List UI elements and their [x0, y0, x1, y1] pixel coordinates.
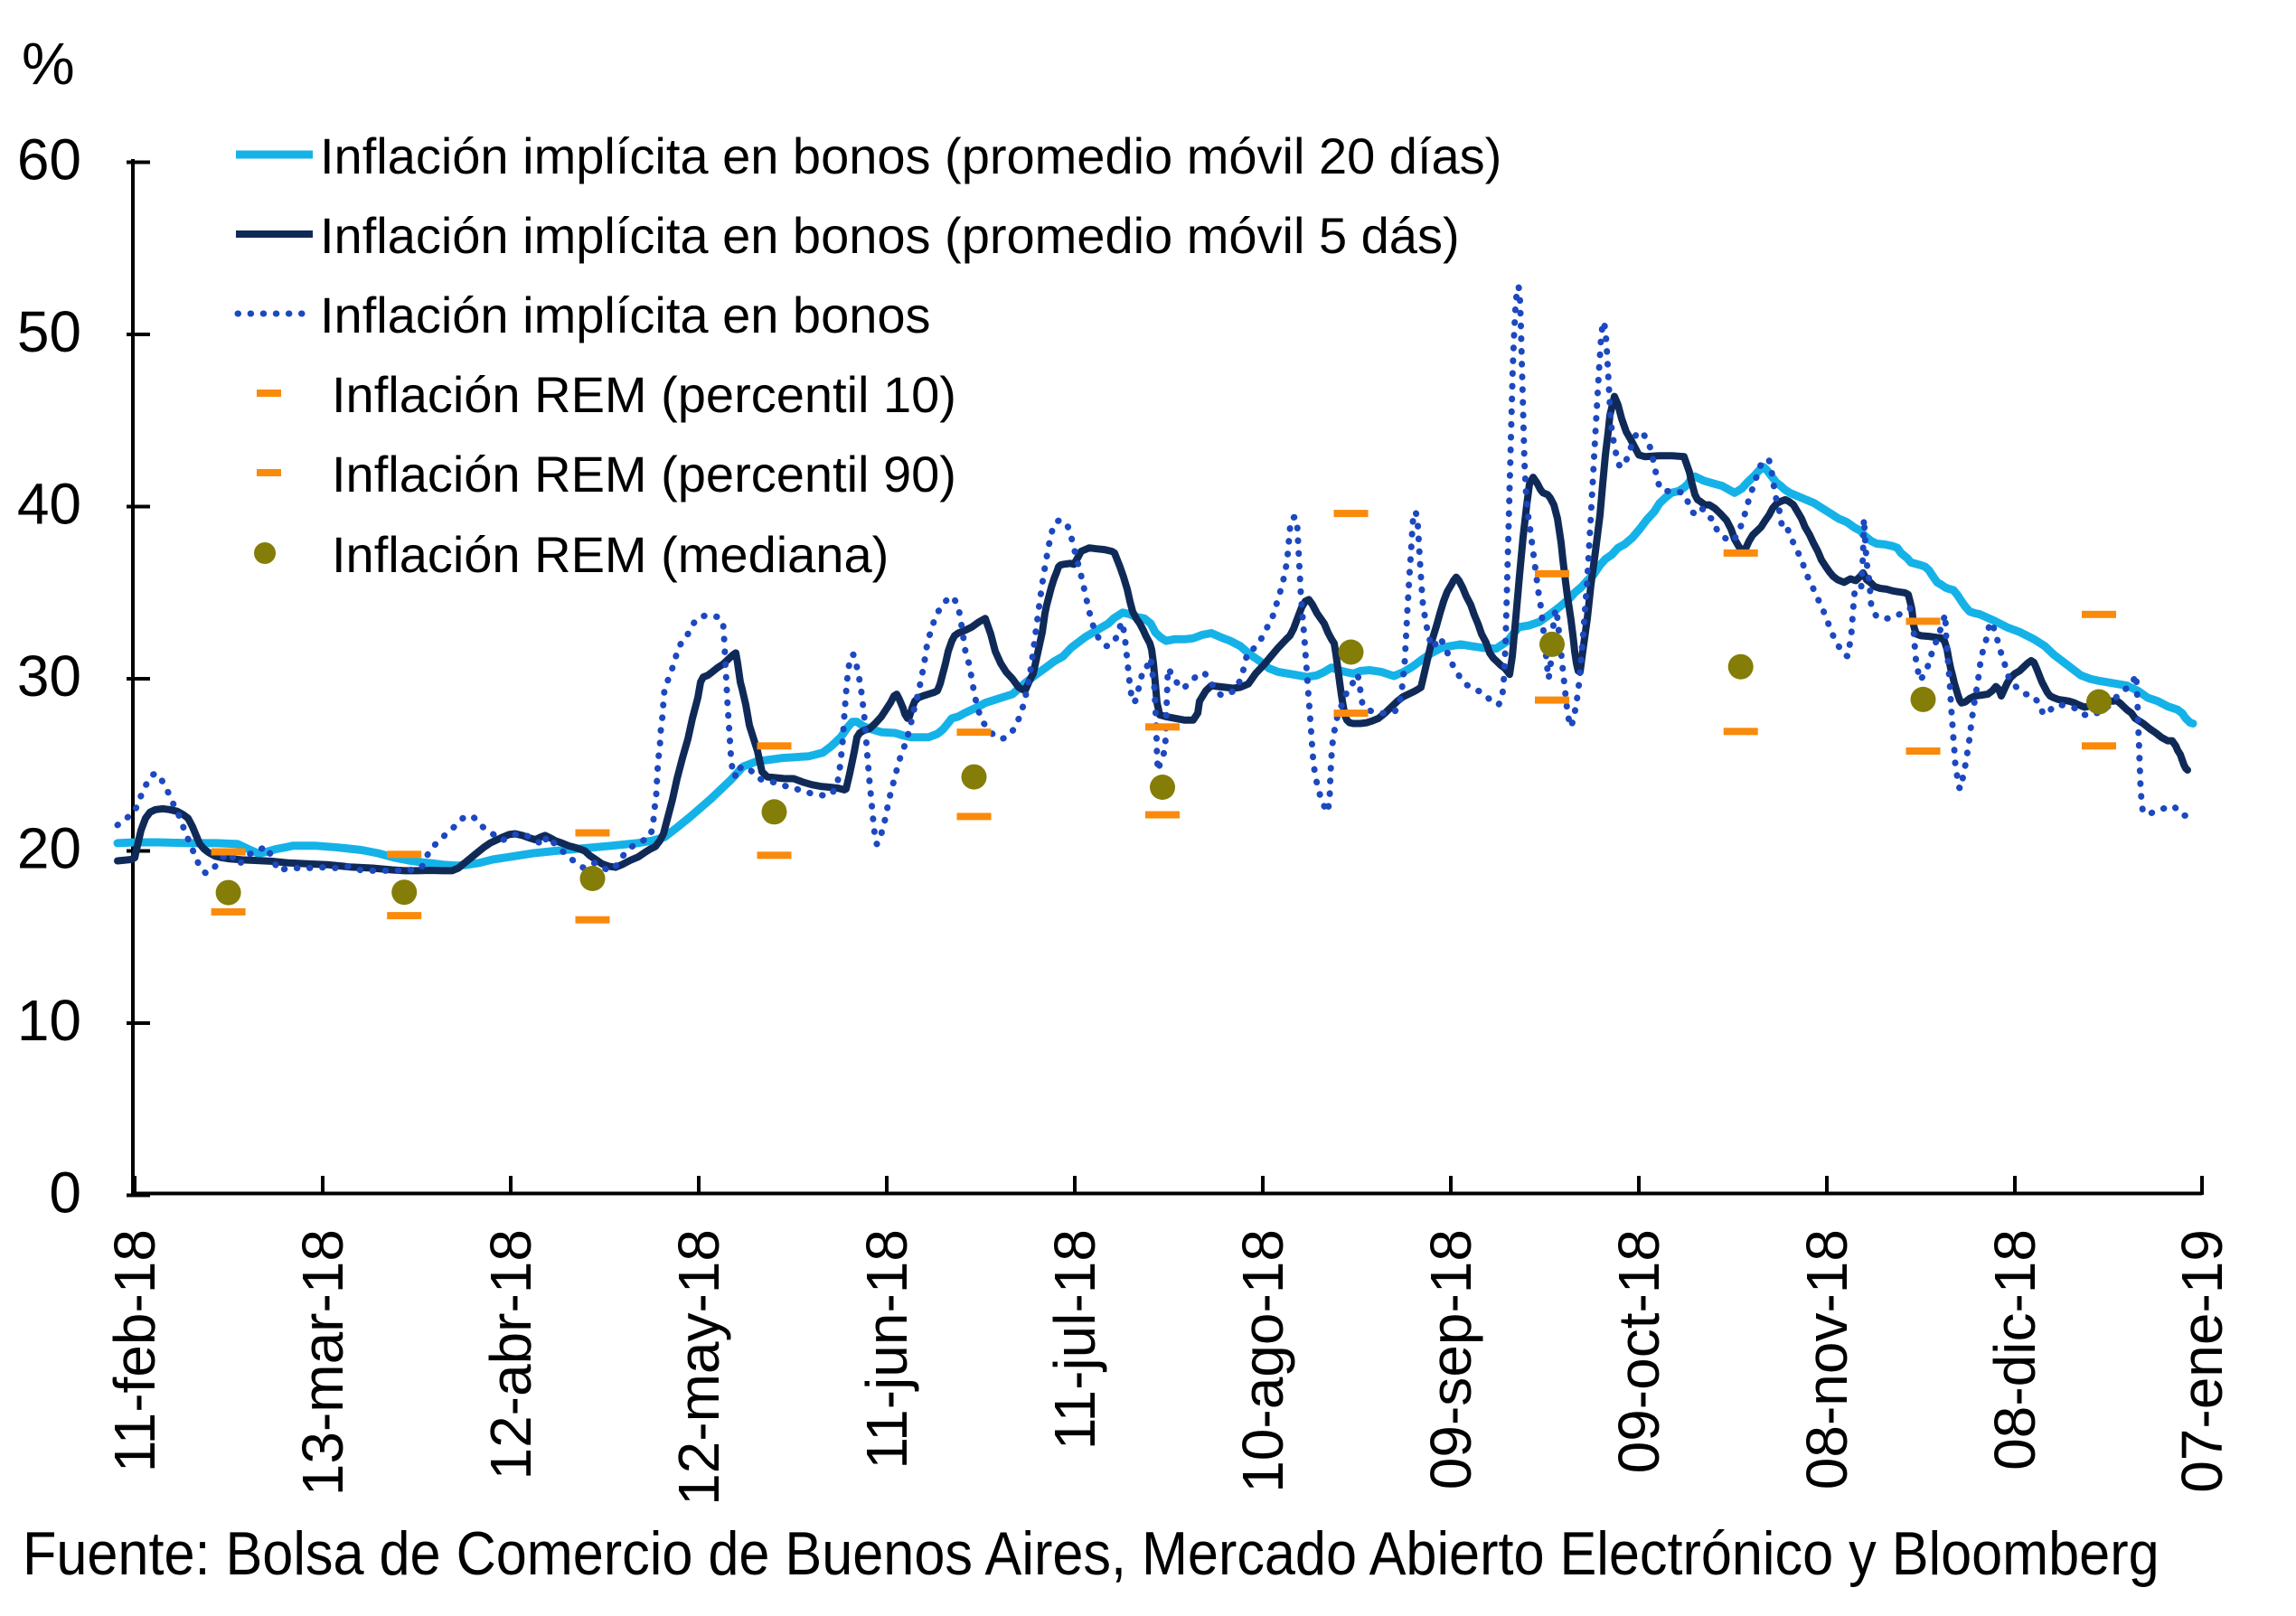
svg-text:%: %	[22, 30, 75, 97]
svg-text:08-dic-18: 08-dic-18	[1982, 1229, 2047, 1470]
svg-text:30: 30	[17, 644, 81, 709]
svg-text:Inflación implícita en bonos: Inflación implícita en bonos	[320, 287, 931, 343]
svg-text:0: 0	[49, 1160, 81, 1226]
svg-text:12-abr-18: 12-abr-18	[478, 1229, 543, 1480]
svg-text:40: 40	[17, 472, 81, 537]
svg-text:11-jul-18: 11-jul-18	[1042, 1229, 1107, 1450]
svg-text:60: 60	[17, 127, 81, 193]
svg-text:20: 20	[17, 816, 81, 881]
svg-text:Inflación implícita en bonos (: Inflación implícita en bonos (promedio m…	[320, 127, 1501, 184]
svg-text:08-nov-18: 08-nov-18	[1794, 1229, 1859, 1489]
svg-text:50: 50	[17, 299, 81, 364]
svg-text:09-oct-18: 09-oct-18	[1606, 1229, 1671, 1473]
svg-text:Fuente: Bolsa de Comercio de B: Fuente: Bolsa de Comercio de Buenos Aire…	[23, 1518, 2160, 1588]
svg-text:Inflación REM (percentil 10): Inflación REM (percentil 10)	[332, 366, 956, 423]
svg-text:10-ago-18: 10-ago-18	[1230, 1229, 1295, 1493]
svg-text:10: 10	[17, 988, 81, 1053]
svg-text:Inflación REM (mediana): Inflación REM (mediana)	[332, 526, 889, 583]
svg-text:13-mar-18: 13-mar-18	[290, 1229, 355, 1496]
svg-text:09-sep-18: 09-sep-18	[1418, 1229, 1483, 1489]
svg-text:11-feb-18: 11-feb-18	[102, 1229, 167, 1472]
svg-text:07-ene-19: 07-ene-19	[2169, 1229, 2235, 1493]
svg-text:Inflación implícita en bonos (: Inflación implícita en bonos (promedio m…	[320, 207, 1460, 264]
svg-text:11-jun-18: 11-jun-18	[854, 1229, 919, 1470]
svg-text:Inflación REM (percentil 90): Inflación REM (percentil 90)	[332, 446, 956, 503]
svg-text:12-may-18: 12-may-18	[666, 1229, 731, 1506]
